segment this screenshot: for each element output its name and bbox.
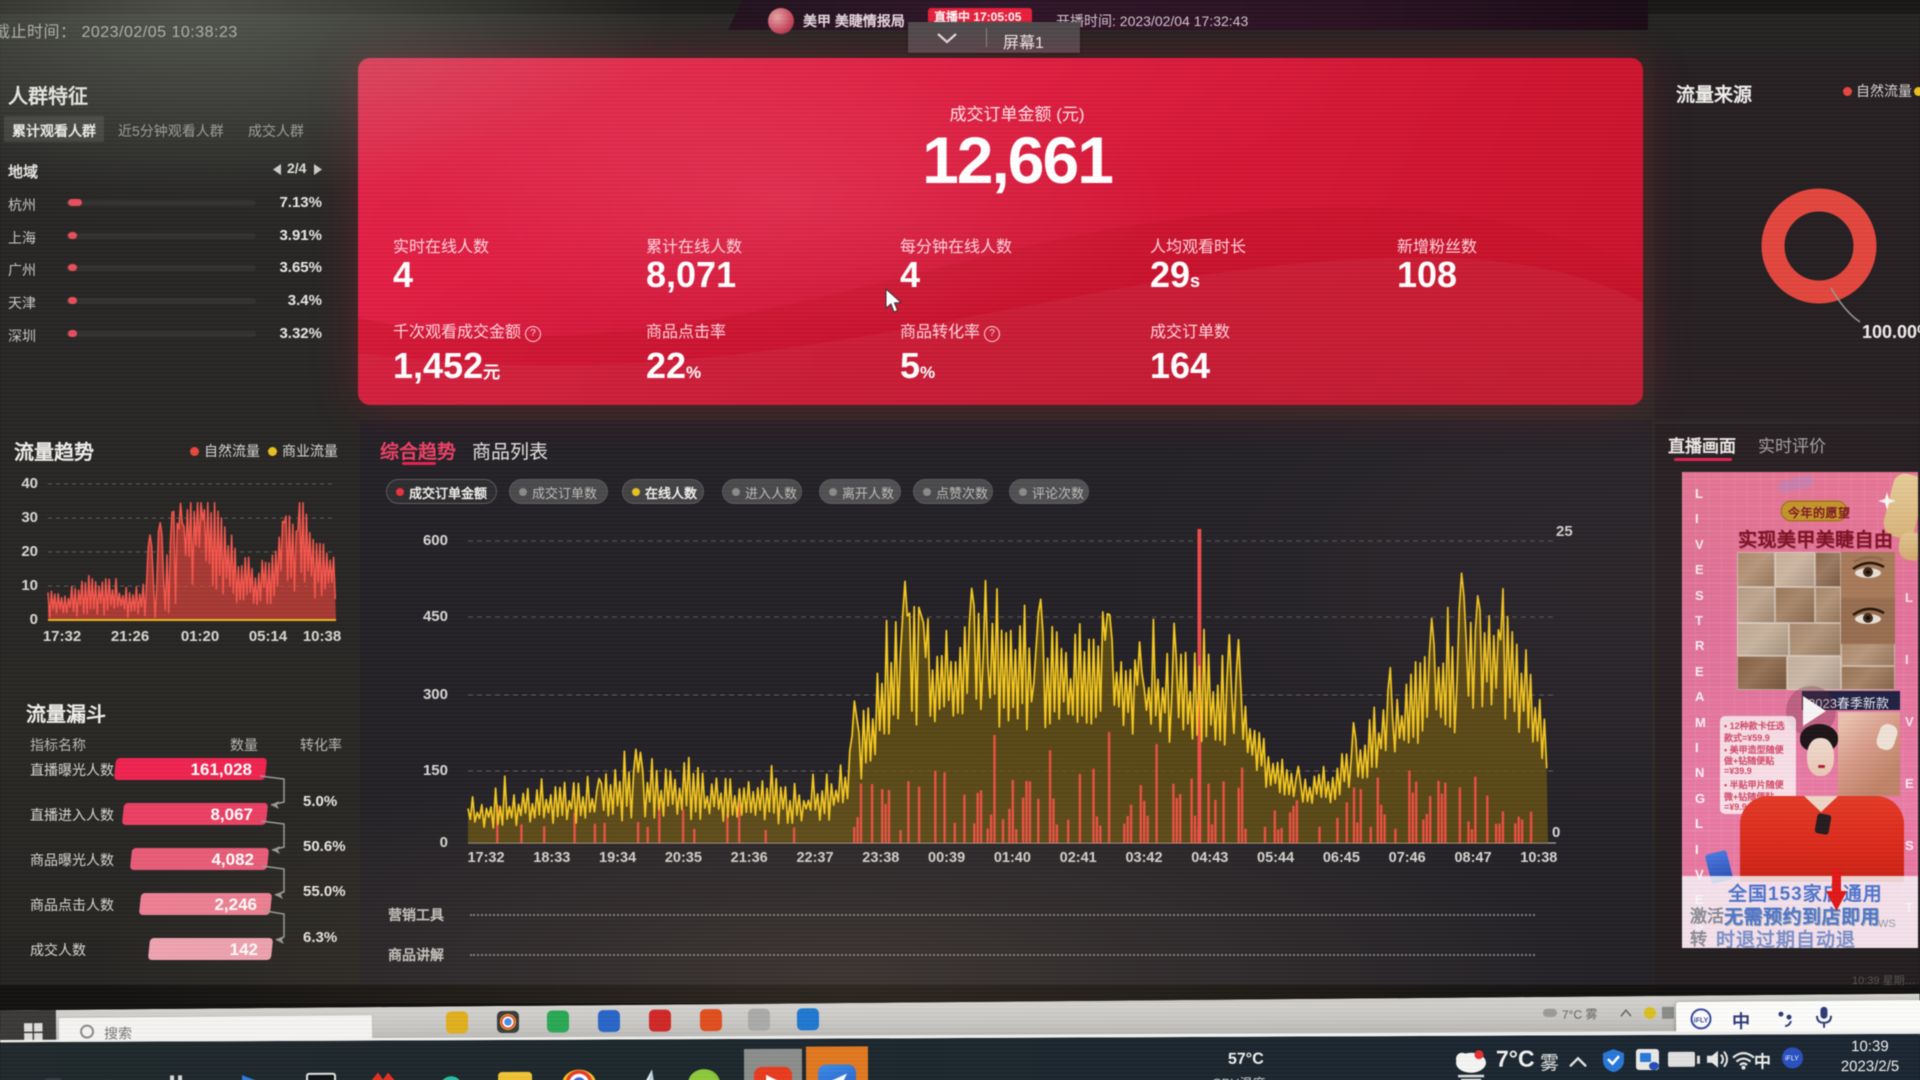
svg-text:iFLY: iFLY — [1694, 1017, 1709, 1024]
